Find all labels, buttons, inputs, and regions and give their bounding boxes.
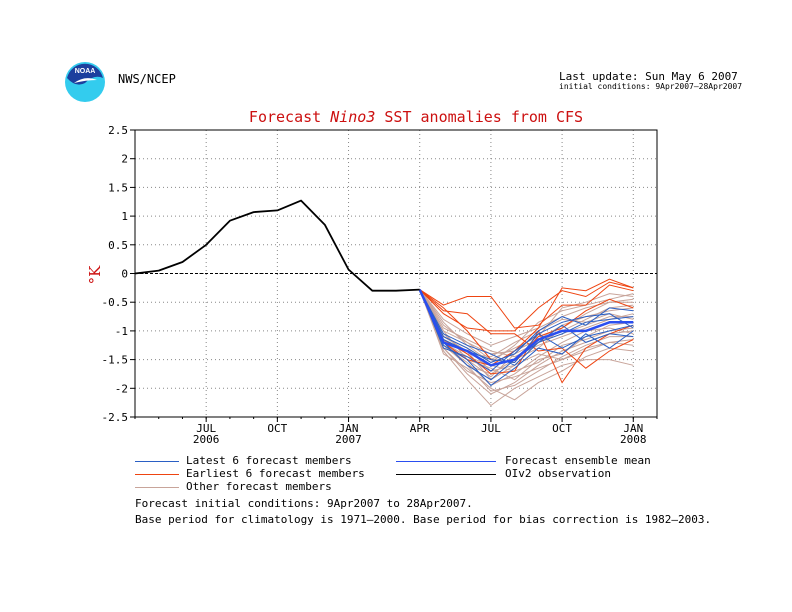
chart-title: Forecast Nino3 SST anomalies from CFS [249, 108, 583, 126]
chart-title-prefix: Forecast [249, 108, 330, 126]
y-tick-label-1: 2 [121, 153, 128, 166]
legend-latest-swatch [135, 461, 179, 462]
noaa-logo-bird [74, 78, 97, 83]
x-tick-label-1: OCT [267, 422, 287, 435]
last-update-label: Last update: Sun May 6 2007 [559, 70, 738, 83]
y-tick-label-6: -0.5 [102, 296, 129, 309]
x-tick-year-6: 2008 [620, 433, 647, 446]
member-line-latest-3 [419, 289, 634, 366]
x-tick-label-3: APR [410, 422, 430, 435]
member-line-other-24 [419, 289, 634, 364]
y-axis-label: °K [86, 265, 104, 285]
initial-conditions-label: initial conditions: 9Apr2007–28Apr2007 [559, 82, 743, 91]
legend-other-label: Other forecast members [186, 480, 332, 493]
legend-earliest-label: Earliest 6 forecast members [186, 467, 365, 480]
y-tick-label-7: -1 [115, 325, 128, 338]
chart-title-suffix: SST anomalies from CFS [375, 108, 583, 126]
footer-base-period: Base period for climatology is 1971–2000… [135, 513, 712, 526]
y-tick-label-3: 1 [121, 210, 128, 223]
y-tick-label-5: 0 [121, 268, 128, 281]
noaa-logo-text: NOAA [75, 68, 96, 75]
x-tick-label-5: OCT [552, 422, 572, 435]
organization-label: NWS/NCEP [118, 72, 176, 86]
member-line-other-25 [419, 289, 634, 372]
y-tick-label-10: -2.5 [102, 411, 129, 424]
footer-initial-conditions: Forecast initial conditions: 9Apr2007 to… [135, 497, 473, 510]
member-line-other-27 [419, 289, 634, 384]
legend-obs-swatch [396, 474, 496, 475]
legend-mean-swatch [396, 461, 496, 462]
tick-layer [130, 129, 658, 422]
y-tick-label-8: -1.5 [102, 354, 129, 367]
x-tick-label-2: JAN [339, 422, 359, 435]
x-tick-label-6: JAN [623, 422, 643, 435]
y-tick-label-2: 1.5 [108, 181, 128, 194]
observation-layer [134, 199, 420, 292]
y-tick-label-4: 0.5 [108, 239, 128, 252]
member-line-earliest-7 [419, 281, 634, 332]
member-line-other-28 [419, 289, 634, 355]
member-line-latest-4 [419, 289, 634, 387]
noaa-logo: NOAA [64, 61, 106, 103]
x-tick-year-0: 2006 [193, 433, 220, 446]
legend-latest-label: Latest 6 forecast members [186, 454, 352, 467]
legend-mean-label: Forecast ensemble mean [505, 454, 651, 467]
legend-other-swatch [135, 487, 179, 488]
chart-title-region: Nino3 [329, 108, 375, 126]
member-line-earliest-10 [419, 278, 634, 366]
legend-obs-label: OIv2 observation [505, 467, 611, 480]
member-line-earliest-6 [419, 284, 634, 329]
x-tick-label-0: JUL [196, 422, 216, 435]
y-tick-label-9: -2 [115, 382, 128, 395]
y-tick-label-0: 2.5 [108, 124, 128, 137]
observation-line [134, 199, 420, 292]
x-tick-year-2: 2007 [335, 433, 362, 446]
noaa-logo-sky [67, 63, 103, 85]
ensemble-mean-layer [418, 289, 634, 367]
legend-earliest-swatch [135, 474, 179, 475]
member-line-other-23 [419, 289, 634, 401]
ensemble-mean-line [418, 289, 634, 367]
x-tick-label-4: JUL [481, 422, 501, 435]
